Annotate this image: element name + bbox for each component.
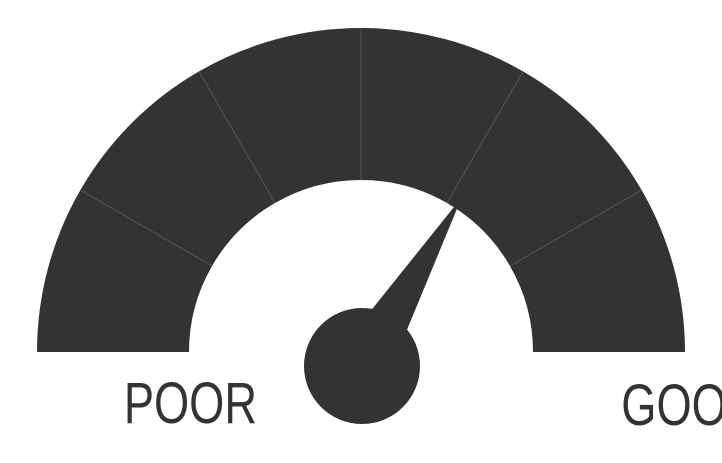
gauge-segment-4 xyxy=(361,28,523,204)
needle-hub xyxy=(304,308,420,424)
gauge-needle xyxy=(304,197,462,424)
gauge-segment-3 xyxy=(199,28,361,204)
gauge-arc xyxy=(37,28,685,352)
good-label: GOOD xyxy=(621,374,722,439)
gauge-divider-1 xyxy=(80,189,213,267)
poor-label: POOR xyxy=(124,372,257,437)
gauge-divider-5 xyxy=(509,189,642,267)
gauge-segment-5 xyxy=(447,71,642,266)
gauge-segment-1 xyxy=(37,190,213,352)
gauge-segment-2 xyxy=(80,71,275,266)
gauge-divider-4 xyxy=(446,71,524,204)
gauge-dividers xyxy=(80,28,642,267)
gauge-divider-2 xyxy=(198,71,276,204)
gauge-segment-6 xyxy=(509,190,685,352)
